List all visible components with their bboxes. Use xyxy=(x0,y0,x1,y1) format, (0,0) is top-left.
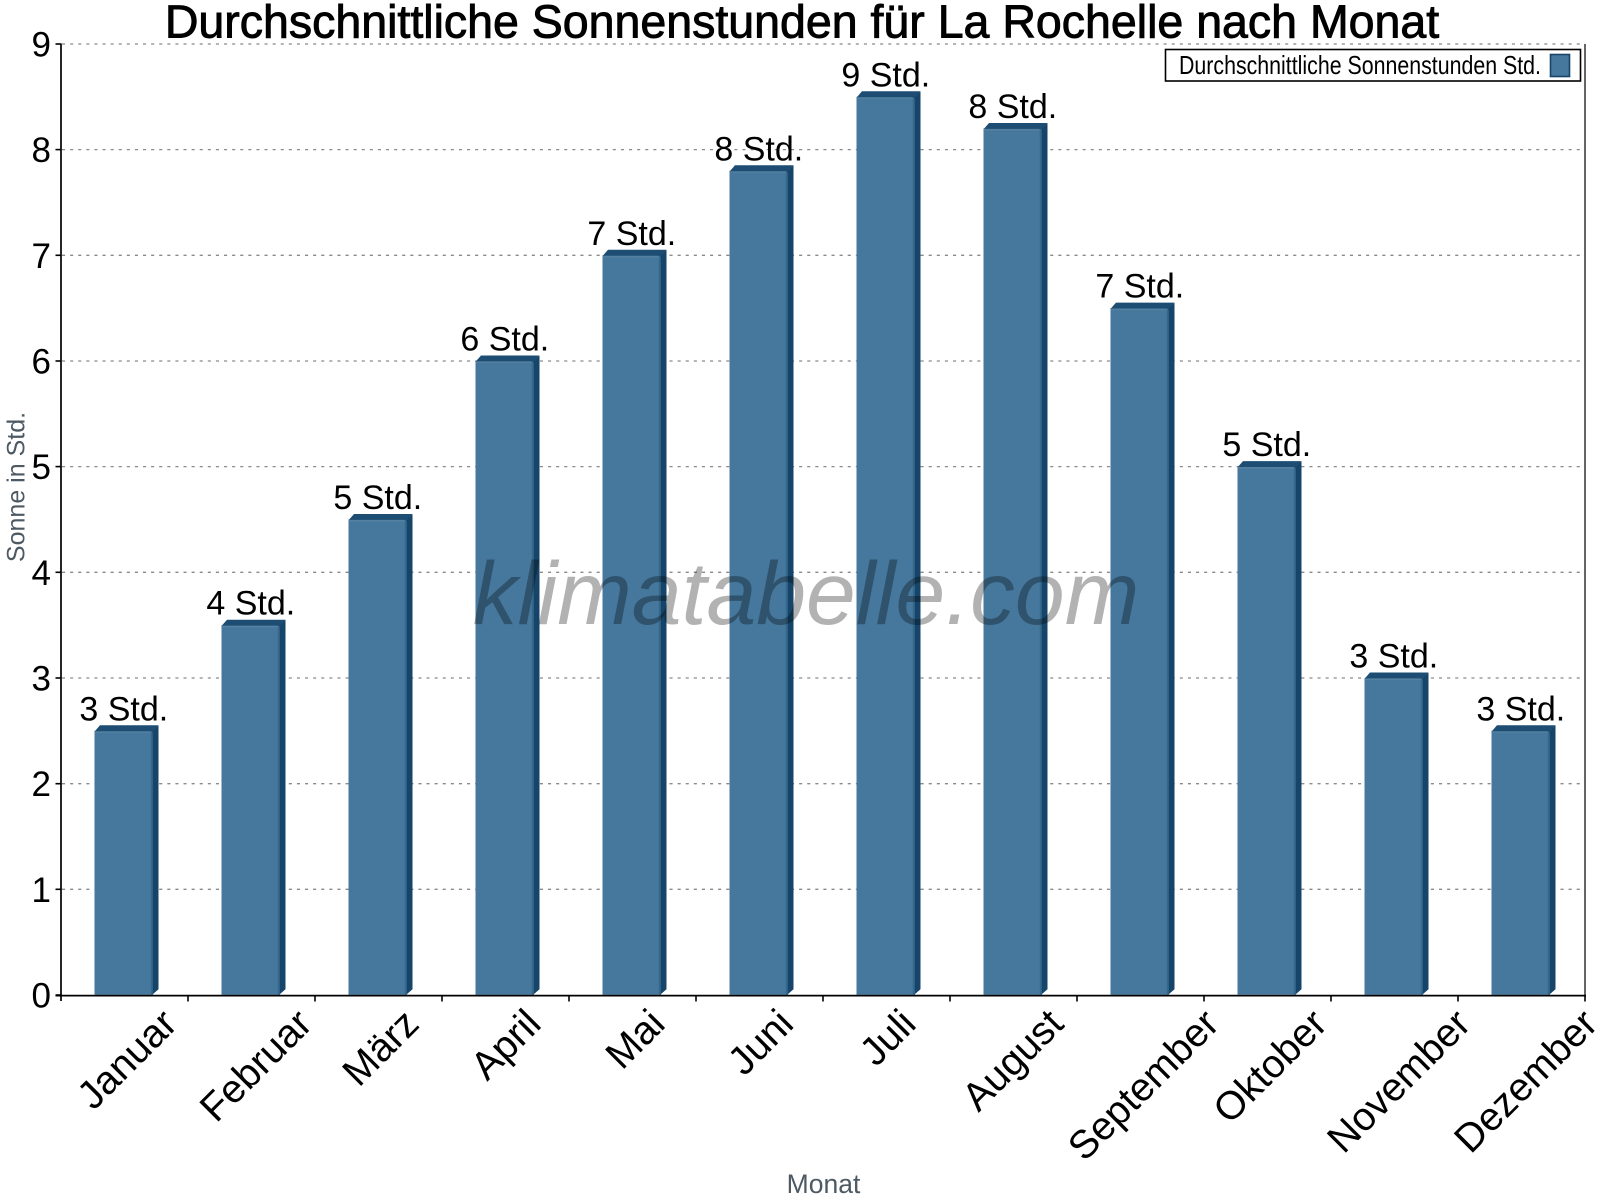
svg-text:4: 4 xyxy=(32,554,51,593)
svg-text:9: 9 xyxy=(32,26,51,65)
svg-text:3 Std.: 3 Std. xyxy=(1476,690,1565,728)
svg-text:Monat: Monat xyxy=(787,1169,861,1199)
svg-text:2: 2 xyxy=(32,765,51,804)
svg-text:3 Std.: 3 Std. xyxy=(1349,638,1438,676)
svg-text:5 Std.: 5 Std. xyxy=(1222,426,1311,464)
svg-text:Sonne in Std.: Sonne in Std. xyxy=(3,412,31,562)
svg-text:0: 0 xyxy=(32,977,51,1016)
svg-text:Durchschnittliche Sonnenstunde: Durchschnittliche Sonnenstunden für La R… xyxy=(165,0,1439,48)
svg-text:7 Std.: 7 Std. xyxy=(1095,268,1184,306)
svg-text:6 Std.: 6 Std. xyxy=(460,321,549,359)
svg-text:Durchschnittliche Sonnenstunde: Durchschnittliche Sonnenstunden Std. xyxy=(1179,50,1541,80)
svg-text:8: 8 xyxy=(32,131,51,170)
svg-text:5 Std.: 5 Std. xyxy=(333,479,422,517)
svg-text:3: 3 xyxy=(32,660,51,699)
svg-text:5: 5 xyxy=(32,448,51,487)
svg-text:4 Std.: 4 Std. xyxy=(206,585,295,623)
svg-text:klimatabelle.com: klimatabelle.com xyxy=(473,543,1140,643)
svg-text:3 Std.: 3 Std. xyxy=(79,690,168,728)
svg-text:7 Std.: 7 Std. xyxy=(587,215,676,253)
svg-text:9 Std.: 9 Std. xyxy=(841,56,930,94)
svg-text:7: 7 xyxy=(32,237,51,276)
svg-text:8 Std.: 8 Std. xyxy=(714,130,803,168)
svg-text:8 Std.: 8 Std. xyxy=(968,88,1057,126)
svg-text:6: 6 xyxy=(32,343,51,382)
svg-text:1: 1 xyxy=(32,871,51,910)
